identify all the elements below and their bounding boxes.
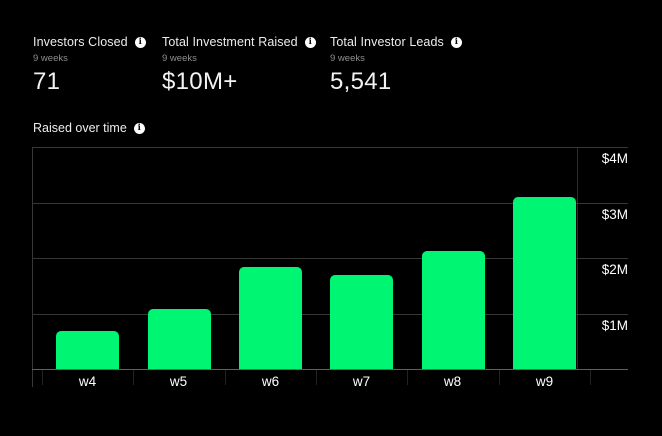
x-axis-tick (316, 370, 317, 385)
stat-value: 71 (33, 68, 61, 95)
info-icon[interactable]: i (450, 36, 462, 48)
x-axis-tick (42, 370, 43, 385)
x-axis-label: w7 (352, 374, 371, 389)
stat-period: 9 weeks (330, 53, 365, 64)
stat-period: 9 weeks (162, 53, 197, 64)
info-icon[interactable]: i (304, 36, 316, 48)
x-axis-tick (133, 370, 134, 385)
gridline (32, 147, 628, 148)
bar-w8[interactable] (422, 251, 485, 369)
x-axis-label: w8 (443, 374, 462, 389)
stat-label: Investors Closed (33, 35, 128, 49)
x-axis-line (32, 369, 628, 370)
bar-w7[interactable] (330, 275, 393, 369)
x-axis-label: w9 (535, 374, 554, 389)
chart-title-row: Raised over time i (33, 121, 145, 135)
y-axis-label: $1M (601, 318, 628, 333)
y-axis-line (32, 147, 33, 387)
x-axis-label: w6 (261, 374, 280, 389)
chart-title: Raised over time (33, 121, 127, 135)
stat-header: Investors Closed i (33, 35, 146, 49)
stat-card-investors-closed: Investors Closed i 9 weeks 71 (33, 35, 146, 96)
info-icon[interactable]: i (134, 36, 146, 48)
bar-w5[interactable] (148, 309, 211, 369)
bar-w4[interactable] (56, 331, 119, 369)
stat-period: 9 weeks (33, 53, 68, 64)
raised-over-time-bar-chart: $4M $3M $2M $1M w4 w5 w6 w7 w8 w9 (32, 147, 628, 390)
gridline (32, 258, 628, 259)
y-axis-label: $4M (601, 151, 628, 166)
x-axis-label: w4 (78, 374, 97, 389)
x-axis-tick (499, 370, 500, 385)
stat-header: Total Investment Raised i (162, 35, 316, 49)
y-axis-label: $3M (601, 207, 628, 222)
stat-value: $10M+ (162, 68, 238, 95)
info-icon[interactable]: i (133, 122, 145, 134)
x-axis-label: w5 (169, 374, 188, 389)
bar-w9[interactable] (513, 197, 576, 369)
stat-label: Total Investment Raised (162, 35, 298, 49)
stat-card-total-investment-raised: Total Investment Raised i 9 weeks $10M+ (162, 35, 316, 96)
bar-w6[interactable] (239, 267, 302, 369)
stat-value: 5,541 (330, 68, 392, 95)
stat-label: Total Investor Leads (330, 35, 444, 49)
gridline (32, 203, 628, 204)
y-axis-label: $2M (601, 262, 628, 277)
stat-card-total-investor-leads: Total Investor Leads i 9 weeks 5,541 (330, 35, 462, 96)
x-axis-tick (407, 370, 408, 385)
stat-header: Total Investor Leads i (330, 35, 462, 49)
x-axis-tick (590, 370, 591, 385)
x-axis-tick (225, 370, 226, 385)
